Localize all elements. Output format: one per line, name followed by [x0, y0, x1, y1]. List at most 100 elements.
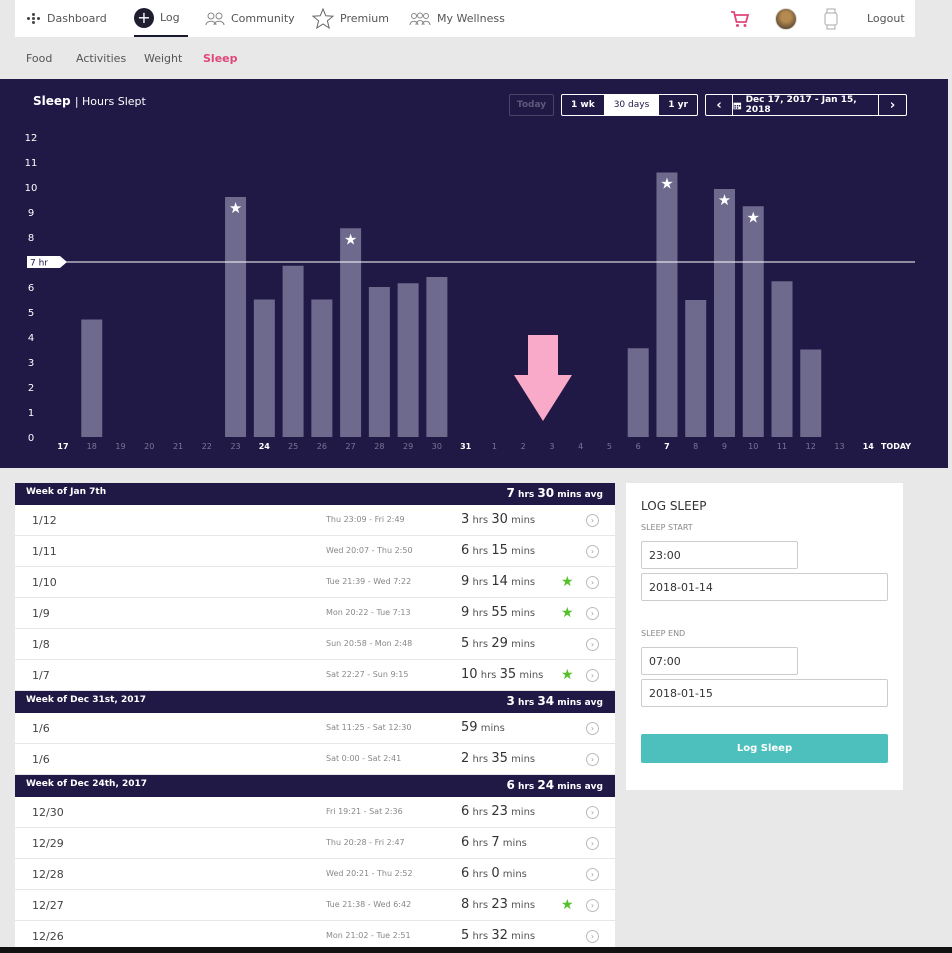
range-1yr[interactable]: 1 yr — [668, 100, 688, 110]
duration-minutes: 0 — [491, 866, 500, 881]
row-duration: 3 hrs 30 mins — [461, 512, 535, 527]
sleep-log-row[interactable]: 1/10 Tue 21:39 - Wed 7:22 9 hrs 14 mins ★ › — [15, 567, 615, 598]
subnav-sleep[interactable]: Sleep — [203, 52, 238, 65]
sleep-start-label: SLEEP START — [641, 523, 693, 532]
range-selector: 1 wk 30 days 1 yr — [561, 94, 698, 116]
chevron-right-circle-icon[interactable]: › — [586, 837, 599, 850]
chevron-right-circle-icon[interactable]: › — [586, 899, 599, 912]
chevron-right-circle-icon[interactable]: › — [586, 576, 599, 589]
row-time-range: Thu 23:09 - Fri 2:49 — [326, 515, 405, 524]
x-tick-label: 26 — [317, 442, 327, 451]
sleep-log-row[interactable]: 1/7 Sat 22:27 - Sun 9:15 10 hrs 35 mins ★ › — [15, 660, 615, 691]
today-button[interactable]: Today — [509, 94, 554, 116]
duration-minutes: 55 — [491, 605, 508, 620]
avg-hours: 6 — [506, 778, 515, 792]
nav-premium-label: Premium — [340, 12, 389, 25]
row-date: 12/28 — [32, 868, 64, 881]
bar — [81, 319, 103, 437]
device-button[interactable] — [824, 0, 838, 37]
sleep-log-row[interactable]: 1/12 Thu 23:09 - Fri 2:49 3 hrs 30 mins › — [15, 505, 615, 536]
x-tick-label: TODAY — [881, 442, 911, 451]
bar — [311, 299, 333, 437]
chevron-right-circle-icon[interactable]: › — [586, 638, 599, 651]
next-range-button[interactable]: › — [879, 95, 906, 115]
sleep-end-date-input[interactable] — [641, 679, 888, 707]
x-tick-label: 27 — [346, 442, 356, 451]
sleep-log-row[interactable]: 12/28 Wed 20:21 - Thu 2:52 6 hrs 0 mins › — [15, 859, 615, 890]
chevron-right-circle-icon[interactable]: › — [586, 607, 599, 620]
nav-dashboard[interactable]: Dashboard — [27, 0, 107, 37]
nav-premium[interactable]: Premium — [312, 0, 389, 37]
row-date: 12/30 — [32, 806, 64, 819]
date-range-picker[interactable]: Dec 17, 2017 - Jan 15, 2018 — [733, 95, 879, 115]
chevron-right-circle-icon[interactable]: › — [586, 930, 599, 943]
avg-unit: avg — [584, 698, 603, 708]
wellness-icon — [409, 12, 431, 25]
prev-range-button[interactable]: ‹ — [706, 95, 733, 115]
sleep-end-label: SLEEP END — [641, 629, 686, 638]
duration-minutes: 35 — [499, 667, 517, 682]
bar — [685, 300, 707, 437]
sleep-start-date-input[interactable] — [641, 573, 888, 601]
log-sleep-button[interactable]: Log Sleep — [641, 734, 888, 763]
sub-nav: Food Activities Weight Sleep — [0, 37, 952, 79]
sleep-start-time-input[interactable] — [641, 541, 798, 569]
week-title: Week of Dec 24th, 2017 — [26, 779, 148, 789]
range-30days[interactable]: 30 days — [604, 95, 660, 115]
profile-button[interactable] — [775, 0, 797, 37]
x-tick-label: 12 — [806, 442, 816, 451]
x-tick-label: 31 — [460, 442, 472, 451]
x-tick-label: 7 — [664, 442, 670, 451]
community-icon — [205, 12, 225, 25]
bar-star-icon: ★ — [747, 208, 760, 226]
avatar — [775, 7, 797, 30]
log-sleep-title: LOG SLEEP — [641, 499, 707, 513]
sleep-log-row[interactable]: 1/9 Mon 20:22 - Tue 7:13 9 hrs 55 mins ★ › — [15, 598, 615, 629]
nav-community[interactable]: Community — [205, 0, 295, 37]
chevron-right-circle-icon[interactable]: › — [586, 545, 599, 558]
chevron-right-circle-icon[interactable]: › — [586, 722, 599, 735]
chevron-right-circle-icon[interactable]: › — [586, 868, 599, 881]
calendar-icon — [733, 102, 742, 109]
y-tick-label: 0 — [28, 433, 34, 444]
row-date: 1/6 — [32, 722, 50, 735]
range-1wk[interactable]: 1 wk — [562, 95, 605, 115]
subnav-food[interactable]: Food — [26, 52, 53, 65]
subnav-weight[interactable]: Weight — [144, 52, 183, 65]
mins-unit: mins — [511, 900, 536, 911]
x-tick-label: 6 — [636, 442, 641, 451]
subnav-activities[interactable]: Activities — [76, 52, 127, 65]
avg-minutes: 30 — [537, 486, 555, 500]
duration-hours: 6 — [461, 835, 470, 850]
bar — [225, 197, 247, 437]
logout-link[interactable]: Logout — [867, 0, 905, 37]
nav-log[interactable]: + Log — [134, 0, 188, 37]
sleep-log-row[interactable]: 1/8 Sun 20:58 - Mon 2:48 5 hrs 29 mins › — [15, 629, 615, 660]
sleep-log-row[interactable]: 1/6 Sat 0:00 - Sat 2:41 2 hrs 35 mins › — [15, 744, 615, 775]
goal-star-icon: ★ — [561, 667, 574, 683]
fitbit-logo-icon — [27, 13, 41, 24]
hrs-unit: hrs — [472, 869, 489, 880]
sleep-log-row[interactable]: 1/6 Sat 11:25 - Sat 12:30 59 mins › — [15, 713, 615, 744]
x-tick-label: 20 — [144, 442, 154, 451]
chevron-right-circle-icon[interactable]: › — [586, 514, 599, 527]
duration-minutes: 7 — [491, 835, 500, 850]
x-tick-label: 11 — [777, 442, 787, 451]
week-title: Week of Dec 31st, 2017 — [26, 695, 146, 705]
goal-label: 7 hr — [30, 259, 48, 269]
top-nav: Dashboard + Log Community Premium My Wel… — [15, 0, 915, 37]
cart-button[interactable] — [730, 0, 750, 37]
sleep-log-row[interactable]: 12/30 Fri 19:21 - Sat 2:36 6 hrs 23 mins › — [15, 797, 615, 828]
chevron-right-circle-icon[interactable]: › — [586, 753, 599, 766]
chevron-right-circle-icon[interactable]: › — [586, 806, 599, 819]
sleep-log-row[interactable]: 12/29 Thu 20:28 - Fri 2:47 6 hrs 7 mins › — [15, 828, 615, 859]
sleep-end-time-input[interactable] — [641, 647, 798, 675]
week-header: Week of Jan 7th 7 hrs 30 mins avg — [15, 483, 615, 505]
x-tick-label: 3 — [549, 442, 554, 451]
nav-wellness[interactable]: My Wellness — [409, 0, 505, 37]
chevron-right-circle-icon[interactable]: › — [586, 669, 599, 682]
bar — [426, 277, 448, 437]
sleep-log-row[interactable]: 1/11 Wed 20:07 - Thu 2:50 6 hrs 15 mins › — [15, 536, 615, 567]
hrs-unit: hrs — [472, 900, 489, 911]
sleep-log-row[interactable]: 12/27 Tue 21:38 - Wed 6:42 8 hrs 23 mins ★ › — [15, 890, 615, 921]
